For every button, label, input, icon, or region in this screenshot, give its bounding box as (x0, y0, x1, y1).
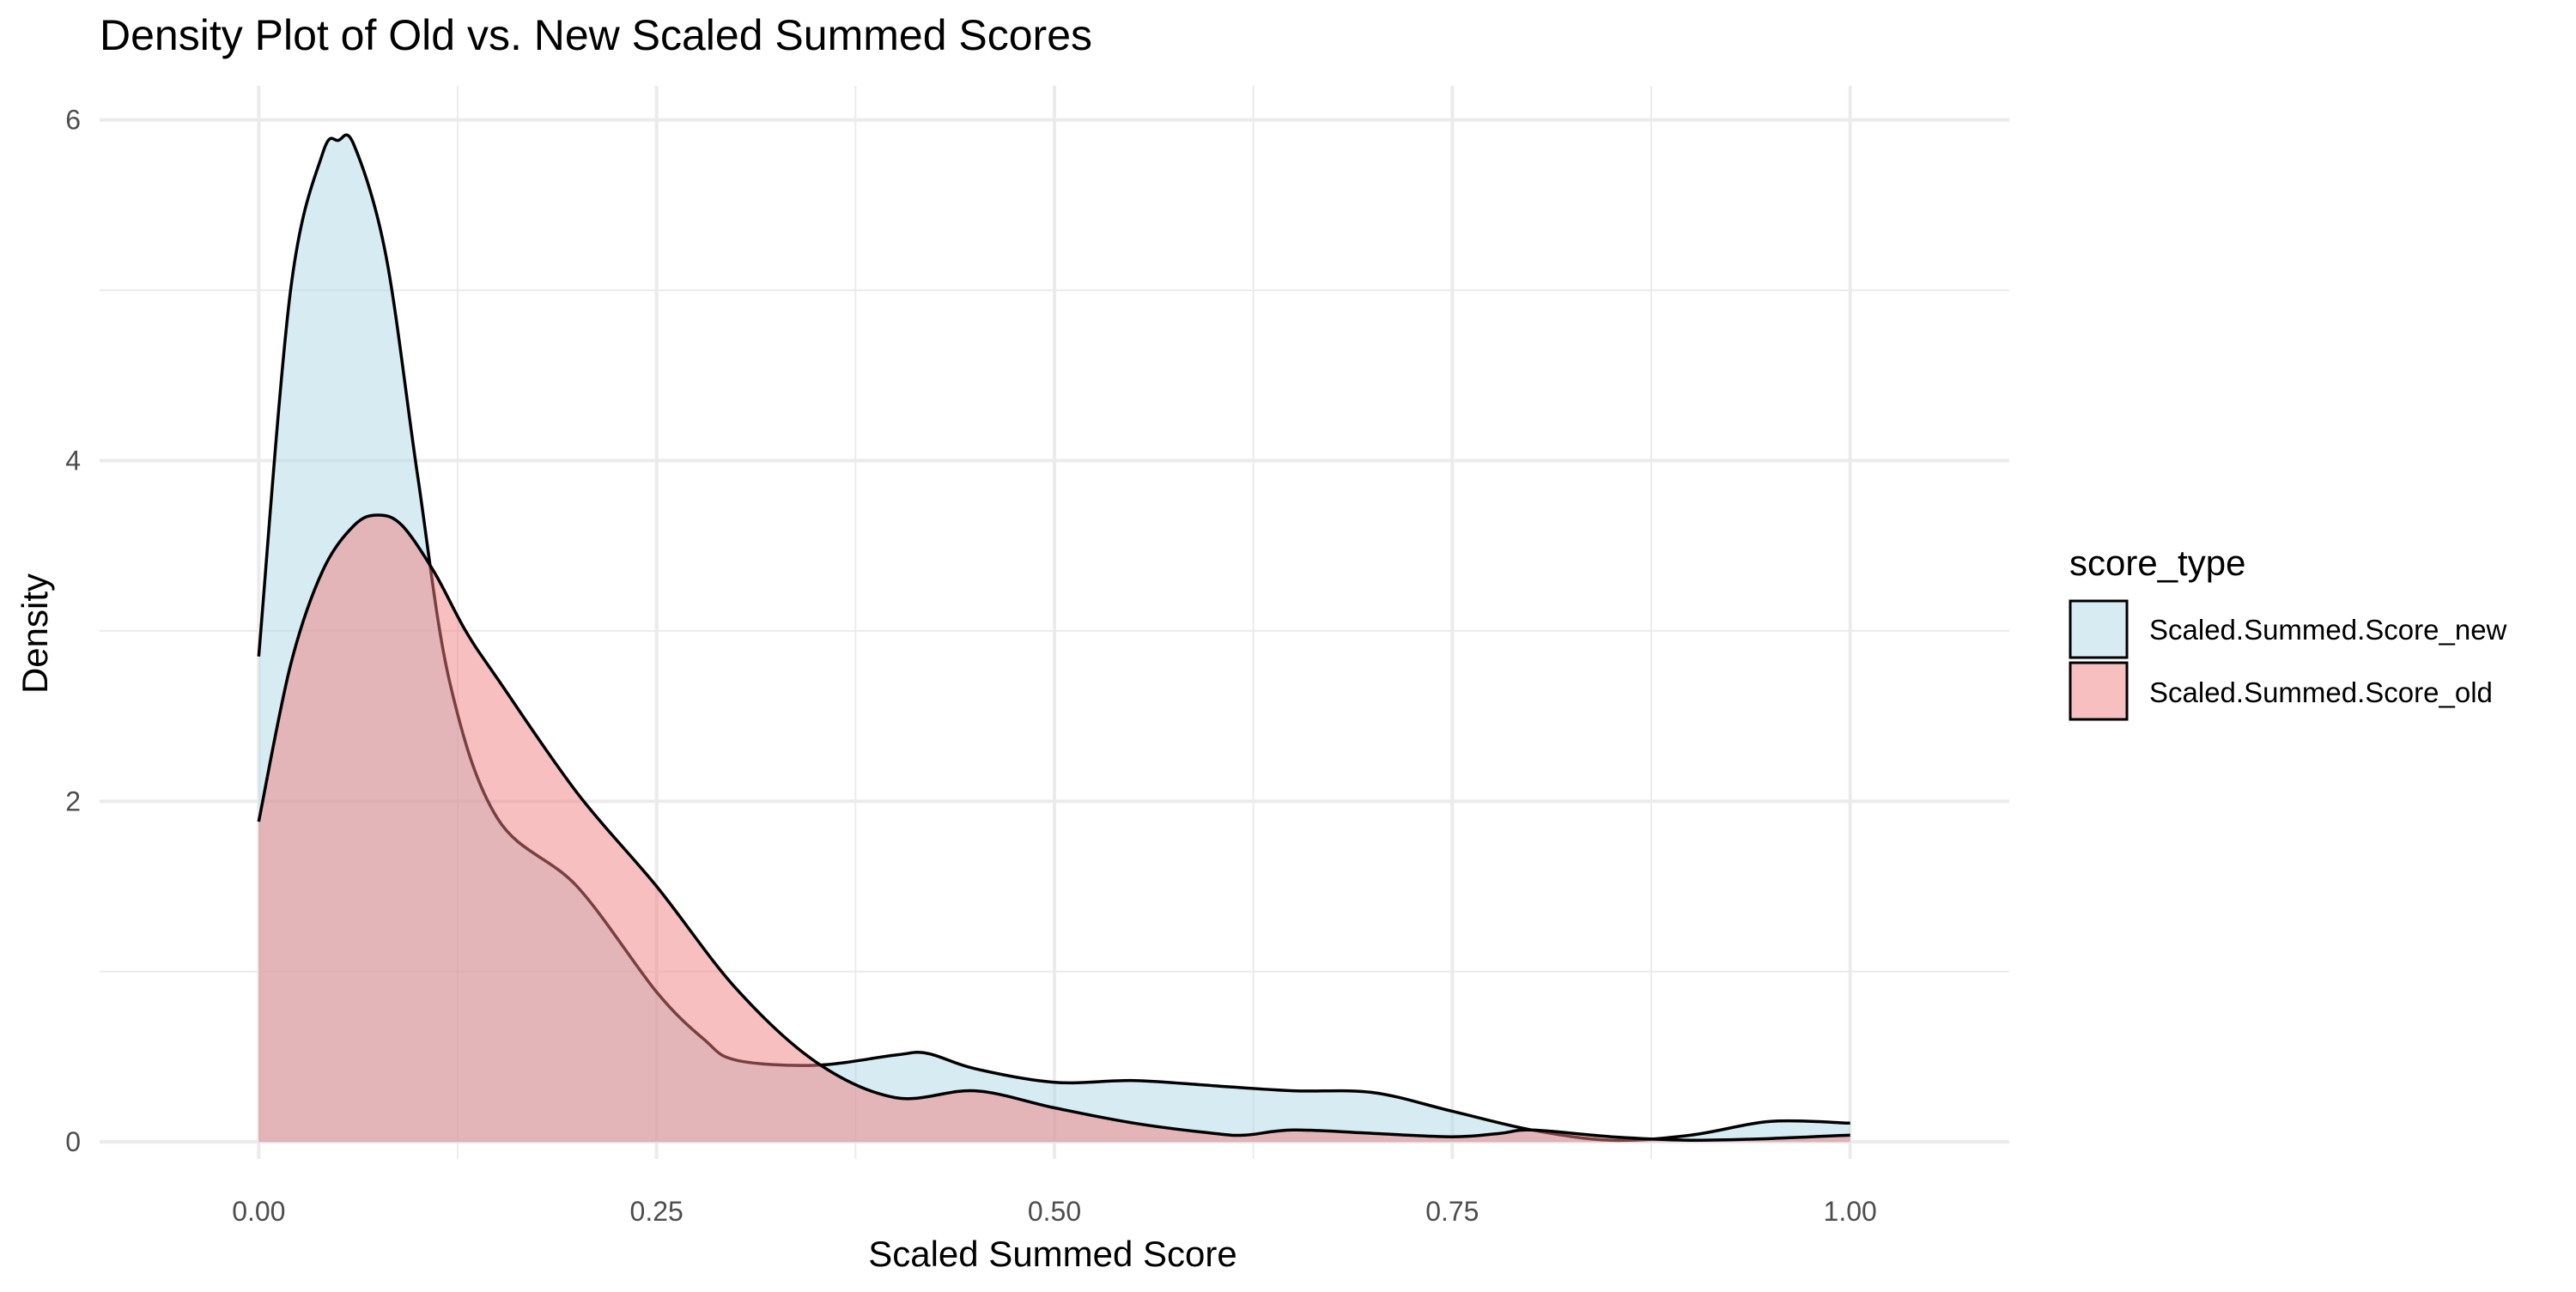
legend-label-old: Scaled.Summed.Score_old (2149, 676, 2493, 708)
x-axis-title: Scaled Summed Score (868, 1234, 1237, 1274)
y-tick-label: 6 (65, 105, 81, 136)
legend-item-old: Scaled.Summed.Score_old (2069, 661, 2493, 721)
legend-title: score_type (2069, 543, 2245, 583)
y-tick-label: 0 (65, 1126, 81, 1157)
legend-label-new: Scaled.Summed.Score_new (2149, 614, 2507, 646)
x-tick-label: 1.00 (1824, 1196, 1877, 1227)
y-tick-label: 2 (65, 786, 81, 816)
density-areas (257, 133, 1850, 1143)
chart-title: Density Plot of Old vs. New Scaled Summe… (100, 11, 1092, 59)
density-line-old (257, 513, 1850, 1142)
axis-tick-labels: 0.00 0.25 0.50 0.75 1.00 0 2 4 6 (65, 105, 1877, 1227)
x-tick-label: 0.75 (1425, 1196, 1479, 1227)
x-tick-label: 0.00 (232, 1196, 285, 1227)
x-tick-label: 0.50 (1028, 1196, 1081, 1227)
legend: score_type Scaled.Summed.Score_new Scale… (2069, 543, 2507, 721)
x-tick-label: 0.25 (630, 1196, 683, 1227)
legend-key-old (2069, 661, 2129, 721)
density-area-old (258, 515, 1850, 1143)
legend-item-new: Scaled.Summed.Score_new (2069, 599, 2507, 659)
y-axis-title: Density (15, 573, 55, 694)
legend-key-new (2069, 599, 2129, 659)
y-tick-label: 4 (65, 446, 81, 476)
